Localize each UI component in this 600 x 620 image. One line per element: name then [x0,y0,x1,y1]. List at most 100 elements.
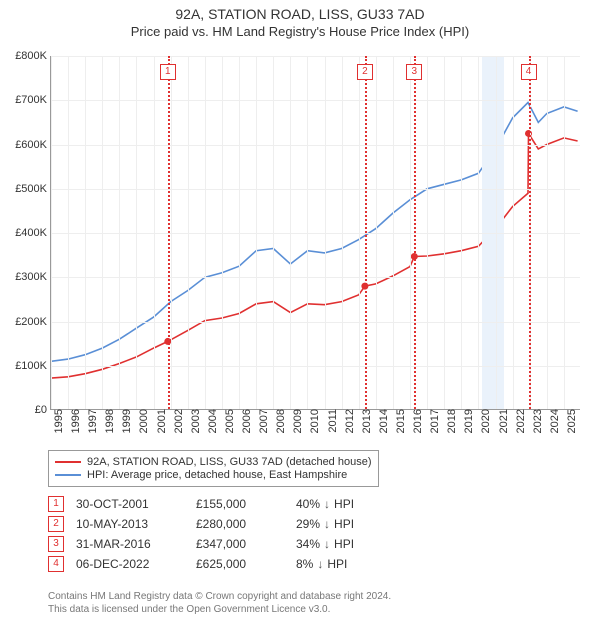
x-axis-label: 2022 [511,409,527,433]
x-axis-label: 2015 [391,409,407,433]
y-axis-label: £700K [15,94,51,106]
x-axis-label: 2024 [545,409,561,433]
x-axis-label: 2010 [305,409,321,433]
y-axis-label: £300K [15,271,51,283]
gridline-h [51,322,580,323]
x-axis-label: 2019 [459,409,475,433]
gridline-v [478,56,479,409]
sales-table-row: 331-MAR-2016£347,00034% ↓ HPI [48,536,354,552]
x-axis-label: 2013 [357,409,373,433]
gridline-v [222,56,223,409]
gridline-v [325,56,326,409]
footer: Contains HM Land Registry data © Crown c… [48,590,391,616]
sale-price: £347,000 [196,537,296,551]
x-axis-label: 2018 [442,409,458,433]
x-axis-label: 2001 [152,409,168,433]
sale-price: £280,000 [196,517,296,531]
sale-marker-box: 1 [160,64,176,80]
gridline-v [205,56,206,409]
x-axis-label: 2023 [528,409,544,433]
arrow-down-icon: ↓ [324,517,330,531]
legend-label: HPI: Average price, detached house, East… [87,469,347,481]
sale-index-box: 2 [48,516,64,532]
sale-pct: 40% ↓ HPI [296,497,354,511]
sale-marker-line [414,56,416,409]
gridline-v [68,56,69,409]
x-axis-label: 2009 [288,409,304,433]
gridline-v [307,56,308,409]
gridline-v [342,56,343,409]
x-axis-label: 2007 [254,409,270,433]
gridline-h [51,56,580,57]
arrow-down-icon: ↓ [317,557,323,571]
gridline-h [51,145,580,146]
gridline-v [85,56,86,409]
sale-marker-line [529,56,531,409]
gridline-h [51,189,580,190]
gridline-v [444,56,445,409]
x-axis-label: 2008 [271,409,287,433]
x-axis-label: 2004 [203,409,219,433]
legend-row: 92A, STATION ROAD, LISS, GU33 7AD (detac… [55,456,372,468]
gridline-v [427,56,428,409]
x-axis-label: 2003 [186,409,202,433]
gridline-v [376,56,377,409]
gridline-v [290,56,291,409]
arrow-down-icon: ↓ [324,497,330,511]
gridline-h [51,366,580,367]
gridline-h [51,100,580,101]
sales-table-row: 406-DEC-2022£625,0008% ↓ HPI [48,556,354,572]
sales-table-row: 210-MAY-2013£280,00029% ↓ HPI [48,516,354,532]
gridline-v [256,56,257,409]
gridline-v [513,56,514,409]
x-axis-label: 2012 [340,409,356,433]
gridline-v [547,56,548,409]
x-axis-label: 2014 [374,409,390,433]
x-axis-label: 2005 [220,409,236,433]
sales-table-row: 130-OCT-2001£155,00040% ↓ HPI [48,496,354,512]
gridline-v [359,56,360,409]
gridline-v [188,56,189,409]
gridline-v [119,56,120,409]
sale-date: 30-OCT-2001 [76,497,196,511]
legend-swatch [55,461,81,463]
x-axis-label: 1996 [66,409,82,433]
y-axis-label: £400K [15,227,51,239]
sales-table: 130-OCT-2001£155,00040% ↓ HPI 2 10-MAY-201… [48,492,354,576]
sale-date: 06-DEC-2022 [76,557,196,571]
plot-area: £0£100K£200K£300K£400K£500K£600K£700K£80… [50,56,580,410]
arrow-down-icon: ↓ [324,537,330,551]
sale-marker-line [168,56,170,409]
x-axis-label: 1998 [100,409,116,433]
y-axis-label: £200K [15,316,51,328]
x-axis-label: 2025 [562,409,578,433]
sale-price: £155,000 [196,497,296,511]
y-axis-label: £800K [15,50,51,62]
gridline-v [154,56,155,409]
x-axis-label: 2006 [237,409,253,433]
x-axis-label: 2000 [134,409,150,433]
gridline-v [393,56,394,409]
gridline-h [51,277,580,278]
x-axis-label: 1995 [49,409,65,433]
sale-pct: 8% ↓ HPI [296,557,347,571]
gridline-v [136,56,137,409]
sale-date: 31-MAR-2016 [76,537,196,551]
legend: 92A, STATION ROAD, LISS, GU33 7AD (detac… [48,450,379,487]
gridline-v [564,56,565,409]
gridline-v [239,56,240,409]
sale-date: 10-MAY-2013 [76,517,196,531]
x-axis-label: 2021 [494,409,510,433]
page: 92A, STATION ROAD, LISS, GU33 7AD Price … [0,0,600,620]
gridline-v [410,56,411,409]
x-axis-label: 2020 [476,409,492,433]
x-axis-label: 2016 [408,409,424,433]
gridline-v [461,56,462,409]
legend-row: HPI: Average price, detached house, East… [55,469,372,481]
gridline-v [496,56,497,409]
gridline-v [273,56,274,409]
x-axis-label: 2002 [169,409,185,433]
gridline-v [51,56,52,409]
sale-marker-box: 2 [357,64,373,80]
sale-price: £625,000 [196,557,296,571]
